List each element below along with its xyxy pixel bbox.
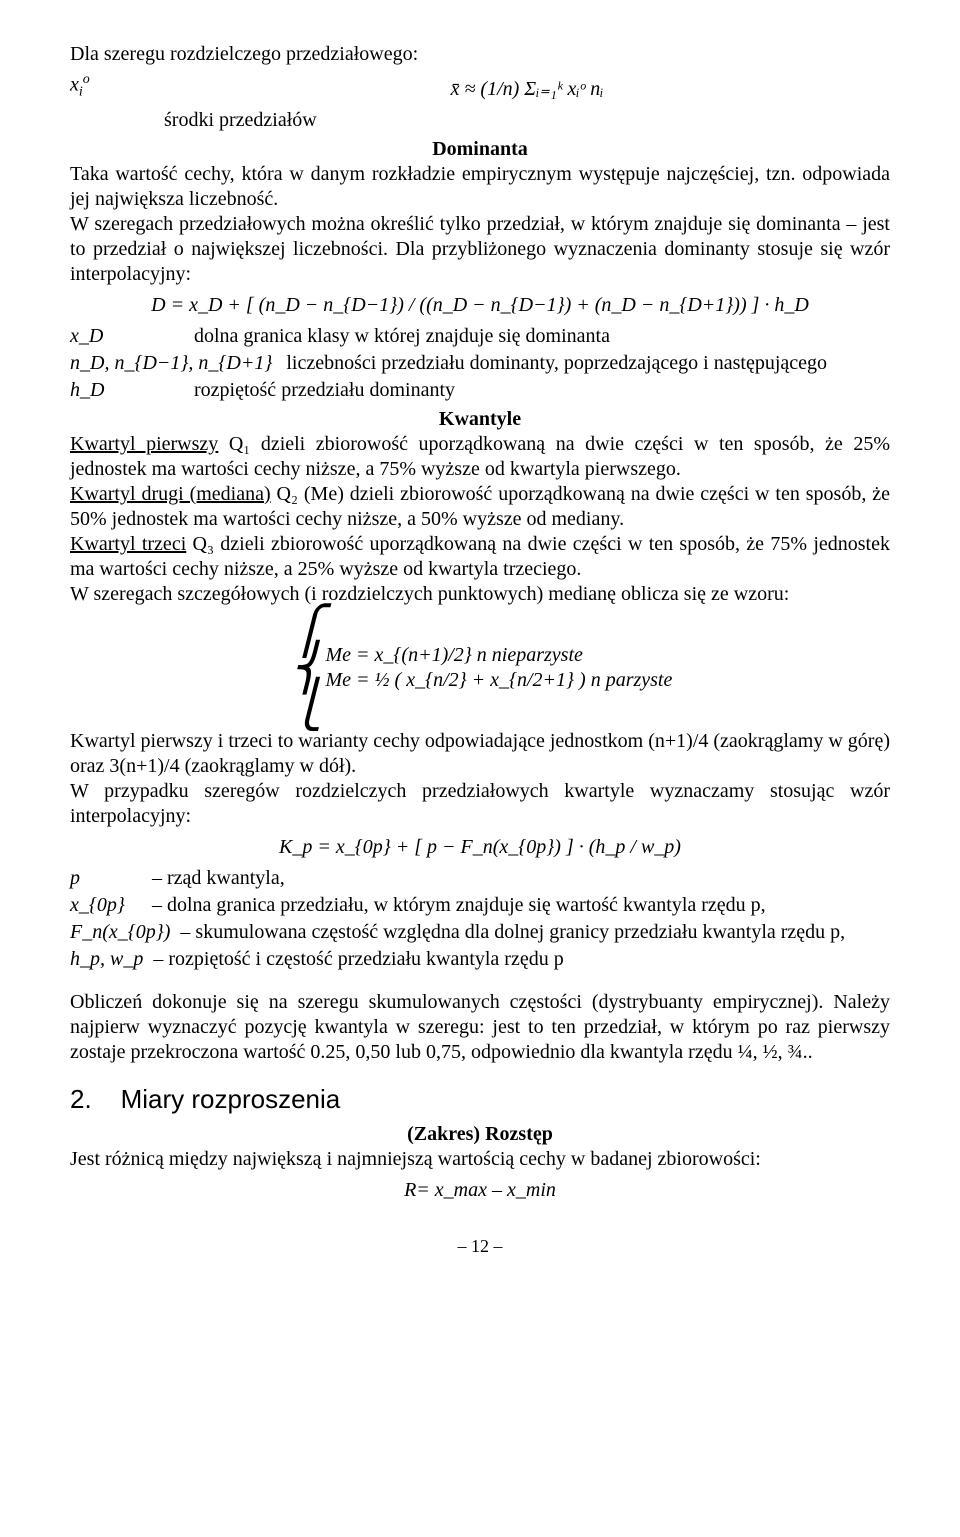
param-desc: – skumulowana częstość względna dla doln…: [180, 920, 890, 945]
page-number: – 12 –: [70, 1235, 890, 1258]
para-q3: Kwartyl trzeci Q₃ dzieli zbiorowość upor…: [70, 532, 890, 582]
srodki-symbol: xio: [70, 71, 134, 101]
para-q1: Kwartyl pierwszy Q₁ dzieli zbiorowość up…: [70, 432, 890, 482]
param-row: F_n(x_{0p}) – skumulowana częstość wzglę…: [70, 920, 890, 945]
var-sym: h_D: [70, 378, 180, 403]
formula-me-brace: ⎧⎨⎩ Me = x_{(n+1)/2} n nieparzyste Me = …: [70, 613, 890, 723]
var-row: h_D rozpiętość przedziału dominanty: [70, 378, 890, 403]
param-sym: x_{0p}: [70, 893, 142, 918]
heading-dominanta: Dominanta: [70, 137, 890, 162]
var-sym: x_D: [70, 324, 180, 349]
formula-mean: x̄ ≈ (1/n) Σᵢ₌₁ᵏ xᵢᵒ nᵢ: [164, 77, 890, 102]
q3-rest: Q₃ dzieli zbiorowość uporządkowaną na dw…: [70, 533, 890, 580]
section-2-num: 2.: [70, 1084, 92, 1114]
formula-dominanta: D = x_D + [ (n_D − n_{D−1}) / ((n_D − n_…: [70, 293, 890, 318]
param-desc: – rząd kwantyla,: [152, 866, 890, 891]
param-sym: F_n(x_{0p}): [70, 920, 170, 945]
var-desc: dolna granica klasy w której znajduje si…: [194, 324, 890, 349]
section-2-heading: 2. Miary rozproszenia: [70, 1083, 890, 1116]
param-desc: – rozpiętość i częstość przedziału kwant…: [153, 947, 890, 972]
formula-me-2: Me = ½ ( x_{n/2} + x_{n/2+1} ) n parzyst…: [326, 669, 673, 691]
formula-R: R= x_max – x_min: [70, 1178, 890, 1203]
var-desc: liczebności przedziału dominanty, poprze…: [286, 351, 890, 376]
param-row: x_{0p} – dolna granica przedziału, w któ…: [70, 893, 890, 918]
var-list-dominanta: x_D dolna granica klasy w której znajduj…: [70, 324, 890, 403]
para-rozstep: Jest różnicą między największą i najmnie…: [70, 1147, 890, 1172]
para-dom-1: Taka wartość cechy, która w danym rozkła…: [70, 162, 890, 212]
section-2-title: Miary rozproszenia: [121, 1084, 341, 1114]
para-obliczen: Obliczeń dokonuje się na szeregu skumulo…: [70, 990, 890, 1065]
param-sym: h_p, w_p: [70, 947, 143, 972]
para-me-intro: W szeregach szczegółowych (i rozdzielczy…: [70, 582, 890, 607]
q1-underline: Kwartyl pierwszy: [70, 433, 218, 455]
heading-kwantyle: Kwantyle: [70, 407, 890, 432]
para-intro: Dla szeregu rozdzielczego przedziałowego…: [70, 42, 890, 67]
var-desc: rozpiętość przedziału dominanty: [194, 378, 890, 403]
q2-underline: Kwartyl drugi (mediana): [70, 483, 271, 505]
para-kp-intro: W przypadku szeregów rozdzielczych przed…: [70, 779, 890, 829]
q3-underline: Kwartyl trzeci: [70, 533, 186, 555]
para-q-rounding: Kwartyl pierwszy i trzeci to warianty ce…: [70, 729, 890, 779]
srodki-label: środki przedziałów: [164, 108, 890, 133]
param-sym: p: [70, 866, 142, 891]
param-row: p – rząd kwantyla,: [70, 866, 890, 891]
var-row: n_D, n_{D−1}, n_{D+1} liczebności przedz…: [70, 351, 890, 376]
param-row: h_p, w_p – rozpiętość i częstość przedzi…: [70, 947, 890, 972]
param-desc: – dolna granica przedziału, w którym zna…: [152, 893, 890, 918]
para-q2: Kwartyl drugi (mediana) Q₂ (Me) dzieli z…: [70, 482, 890, 532]
var-row: x_D dolna granica klasy w której znajduj…: [70, 324, 890, 349]
heading-rozstep: (Zakres) Rozstęp: [70, 1122, 890, 1147]
formula-me-1: Me = x_{(n+1)/2} n nieparzyste: [326, 644, 583, 666]
para-dom-2: W szeregach przedziałowych można określi…: [70, 212, 890, 287]
var-sym: n_D, n_{D−1}, n_{D+1}: [70, 351, 272, 376]
param-list-kp: p – rząd kwantyla, x_{0p} – dolna granic…: [70, 866, 890, 972]
formula-kp: K_p = x_{0p} + [ p − F_n(x_{0p}) ] · (h_…: [70, 835, 890, 860]
